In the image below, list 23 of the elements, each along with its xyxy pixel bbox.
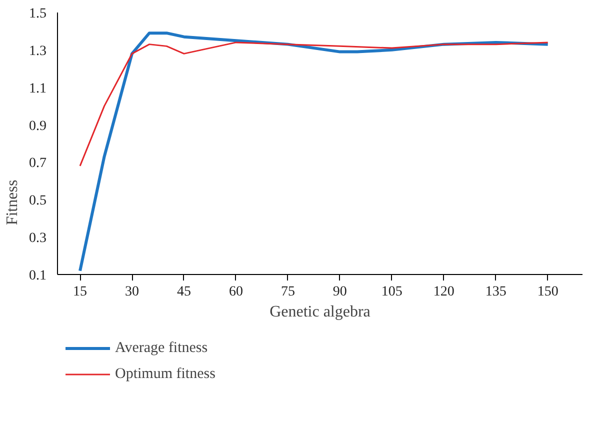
y-tick-label: 1.5 <box>29 6 46 22</box>
y-tick-label: 0.5 <box>29 194 46 209</box>
legend-label: Average fitness <box>115 340 208 356</box>
y-tick-label: 0.7 <box>29 156 46 172</box>
x-tick-label: 15 <box>73 284 88 300</box>
x-tick-label: 150 <box>537 284 558 300</box>
x-tick-label: 60 <box>228 284 243 300</box>
x-tick-label: 135 <box>485 284 506 300</box>
line-series <box>79 42 549 167</box>
y-tick-label: 1.3 <box>29 44 46 59</box>
x-tick-label: 120 <box>433 284 454 300</box>
x-tick-label: 45 <box>176 284 191 300</box>
y-axis-title: Fitness <box>4 180 21 226</box>
x-tick-label: 75 <box>280 284 295 300</box>
x-tick-label: 30 <box>125 284 140 300</box>
legend-label: Optimum fitness <box>115 366 216 382</box>
y-tick-label: 0.1 <box>29 268 46 284</box>
y-tick-label: 1.1 <box>29 81 46 96</box>
y-tick-label: 0.9 <box>29 118 46 134</box>
y-tick-label: 0.3 <box>29 231 46 246</box>
x-axis-title: Genetic algebra <box>270 304 370 320</box>
x-tick-label: 105 <box>381 284 402 300</box>
x-tick-label: 90 <box>332 284 347 300</box>
